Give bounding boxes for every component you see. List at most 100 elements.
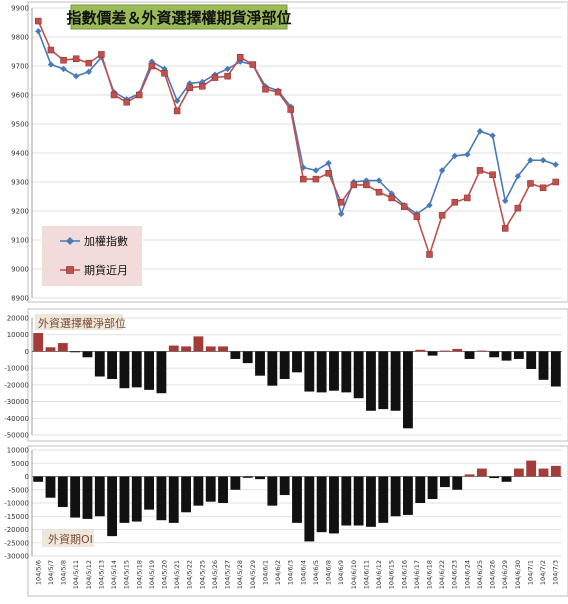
oi-panel-bar [439,476,450,488]
oi-panel-bar [415,476,426,503]
options-panel-bar [464,351,475,359]
options-panel-bar [304,351,315,392]
futures-point [312,175,320,183]
x-tick-label: 104/5/6 [34,560,42,585]
options-panel-bar [168,345,179,352]
futures-point [325,170,332,177]
index-point [337,210,345,218]
index-point [72,72,80,80]
x-tick-label: 104/5/21 [173,560,181,589]
options-panel-bar [279,351,290,380]
futures-point [489,171,496,178]
oi-panel-bar [267,476,278,506]
options-panel-bar [144,351,155,390]
options-panel-bar [94,351,105,377]
tick-labels: 8900 9000 9100 9200 9300 9400 9500 9600 9700 9800… [4,5,559,590]
x-tick-label: 104/5/18 [135,560,143,589]
oi-panel-y-tick-label: -5000 [9,486,29,494]
oi-panel-y-tick-label: 5000 [11,460,29,468]
x-tick-label: 104/6/29 [501,560,509,589]
index-point [161,65,168,73]
futures-point [388,194,395,202]
options-panel-bar [452,348,463,352]
options-panel-y-tick-label: -30000 [4,398,29,406]
futures-point [148,62,156,70]
index-point [173,97,181,104]
index-point [312,167,320,174]
options-panel-bar [550,351,561,387]
options-panel-y-tick-label: -20000 [4,381,29,389]
options-panel-bar [82,351,93,358]
index-point [186,80,193,87]
x-tick-label: 104/5/29 [249,560,257,589]
oi-panel-bar [156,476,167,521]
futures-point [337,199,345,206]
legend-marker-futures [66,266,74,274]
x-tick-label: 104/7/2 [539,560,547,585]
x-tick-label: 104/6/8 [325,560,333,585]
options-panel-y-tick-label: -40000 [4,415,29,423]
futures-point [363,181,370,189]
x-tick-label: 104/5/20 [161,560,169,589]
options-panel-y-tick-label: 0 [25,348,29,356]
oi-panel-bar [94,476,105,517]
index-point [375,177,383,184]
line-panel-y-tick-label: 9100 [11,237,29,245]
oi-panel-bar [242,476,253,478]
futures-point [464,194,471,202]
options-panel-bar [33,333,44,352]
legend-label-index: 加權指數 [84,234,128,248]
oi-panel-bar [501,476,512,482]
oi-panel-bar [255,476,265,480]
x-tick-label: 104/6/4 [299,560,307,585]
index-point [35,28,42,35]
x-tick-label: 104/6/5 [312,560,320,585]
oi-panel-bar [181,476,191,513]
chart-marks [33,17,561,542]
index-point [476,128,484,135]
options-panel-bar [156,351,167,394]
x-tick-label: 104/6/9 [337,560,345,585]
options-panel-y-tick-label: -10000 [4,365,29,373]
oi-panel-bar [205,476,216,502]
futures-point [552,178,559,186]
oi-panel-bar [329,476,339,534]
futures-point [413,213,421,221]
futures-point [35,17,42,25]
index-point [325,159,332,167]
line-panel-y-tick-label: 9500 [11,121,29,129]
oi-panel-bar [526,460,537,477]
line-panel-y-tick-label: 9700 [11,63,29,71]
options-panel-bar [70,351,81,353]
futures-point [72,55,80,62]
panel-frame-2 [27,308,568,442]
oi-panel-y-tick-label: -10000 [4,500,29,508]
index-point [502,197,509,205]
options-panel-bar [489,351,500,358]
oi-panel-bar [70,476,81,518]
title-box [70,4,288,30]
futures-point [539,184,547,192]
options-panel-bar [57,343,68,352]
options-panel-bar [205,346,216,352]
index-point [464,151,471,158]
options-panel-bar [181,346,191,352]
panel-frame-3 [27,445,568,597]
options-panel-bar [242,351,253,364]
options-panel-bar [353,351,364,399]
oi-panel-bar [107,476,118,537]
options-panel-bar [427,351,438,356]
options-panel-y-tick-label: -50000 [4,432,29,440]
index-point [426,202,433,209]
futures-point [426,251,433,258]
oi-panel-bar [218,476,228,503]
futures-point [501,225,509,232]
x-tick-label: 104/5/12 [85,560,93,589]
oi-panel-y-tick-label: 0 [25,473,29,481]
x-tick-label: 104/6/15 [388,560,396,589]
futures-point [136,91,143,99]
oi-panel-bar [144,476,155,510]
oi-panel-y-tick-label: 10000 [7,447,29,455]
x-tick-label: 104/5/19 [148,560,156,589]
